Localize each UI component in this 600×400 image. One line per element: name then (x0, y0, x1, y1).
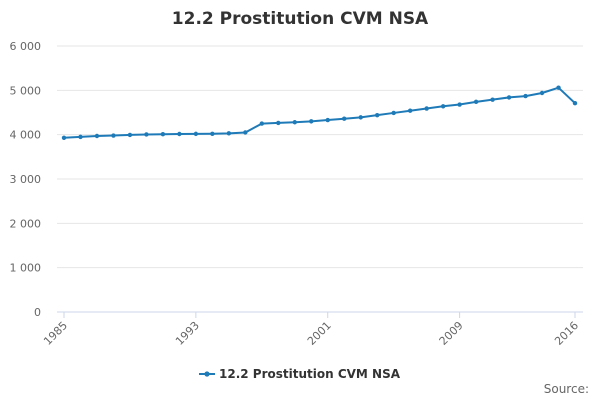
legend-marker-symbol (204, 371, 210, 377)
x-axis-ticks: 1985 1993 2001 2009 2016 (41, 312, 581, 348)
y-tick-label: 6 000 (10, 40, 42, 53)
data-point[interactable] (490, 97, 495, 102)
legend[interactable]: 12.2 Prostitution CVM NSA (199, 367, 401, 381)
y-tick-label: 1 000 (10, 262, 42, 275)
data-point[interactable] (144, 132, 149, 137)
x-tick-label: 2009 (437, 319, 466, 348)
data-point[interactable] (523, 93, 528, 99)
data-point[interactable] (61, 135, 67, 140)
data-point[interactable] (94, 133, 100, 139)
data-point[interactable] (210, 131, 215, 136)
data-point[interactable] (325, 117, 330, 123)
data-point[interactable] (127, 132, 133, 138)
data-point[interactable] (473, 99, 479, 105)
data-point[interactable] (259, 121, 265, 126)
data-point[interactable] (177, 131, 182, 137)
y-tick-label: 5 000 (10, 84, 42, 97)
legend-label: 12.2 Prostitution CVM NSA (219, 367, 401, 381)
data-point[interactable] (276, 120, 281, 126)
data-point[interactable] (243, 130, 248, 135)
y-tick-label: 4 000 (10, 129, 42, 142)
data-point[interactable] (309, 119, 314, 124)
series-group (61, 85, 578, 140)
source-label: Source: (544, 382, 589, 396)
data-point[interactable] (506, 95, 512, 100)
data-point[interactable] (226, 131, 232, 136)
x-tick-label: 1985 (41, 319, 70, 348)
data-point[interactable] (160, 132, 166, 137)
data-point[interactable] (440, 104, 446, 109)
data-point[interactable] (292, 120, 297, 125)
data-point[interactable] (78, 134, 83, 140)
y-tick-label: 3 000 (10, 173, 42, 186)
x-tick-label: 2001 (305, 319, 334, 348)
data-point[interactable] (424, 106, 429, 111)
data-point[interactable] (342, 116, 347, 121)
data-point[interactable] (539, 90, 545, 96)
data-point[interactable] (358, 115, 363, 120)
data-point[interactable] (193, 131, 199, 137)
data-point[interactable] (556, 85, 561, 90)
y-axis-ticks: 0 1 000 2 000 3 000 4 000 5 000 6 000 (10, 40, 42, 319)
data-point[interactable] (111, 133, 116, 138)
x-tick-label: 2016 (552, 319, 581, 348)
chart-title: 12.2 Prostitution CVM NSA (172, 9, 429, 29)
data-point[interactable] (407, 108, 413, 113)
y-tick-label: 0 (34, 306, 41, 319)
grid-lines (57, 45, 583, 269)
x-tick-label: 1993 (173, 319, 202, 348)
data-point[interactable] (572, 100, 578, 106)
data-point[interactable] (457, 102, 462, 107)
data-point[interactable] (374, 112, 380, 118)
data-point[interactable] (391, 110, 396, 116)
series-line (63, 86, 576, 139)
y-tick-label: 2 000 (10, 217, 42, 230)
